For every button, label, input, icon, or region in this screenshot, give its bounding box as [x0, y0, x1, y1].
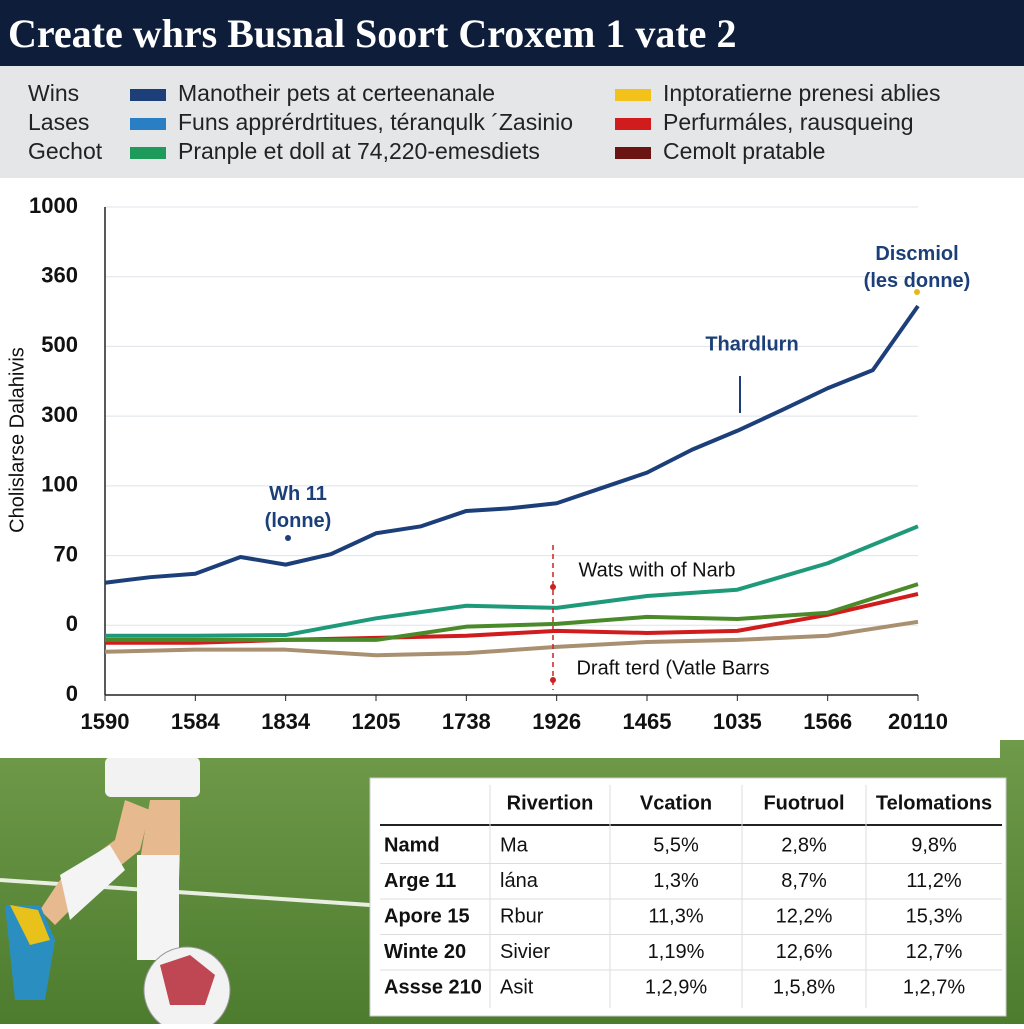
- table-header: Rivertion: [507, 792, 594, 814]
- y-tick-label: 100: [41, 472, 78, 497]
- x-tick-label: 1035: [713, 709, 762, 734]
- legend-label: Manotheir pets at certeenanale: [178, 80, 495, 106]
- chart: 0 0 70 100 300 500 360 1000 1590 1584 1834 1205 1738…: [6, 193, 970, 734]
- x-tick-label: 1465: [623, 709, 672, 734]
- table-cell: 11,3%: [648, 905, 703, 927]
- table-cell: 1,3%: [653, 870, 699, 892]
- table-cell: 1,2,7%: [903, 976, 965, 998]
- table-cell: 8,7%: [781, 870, 827, 892]
- series-line: [105, 524, 919, 638]
- table-row-label: Assse 210: [384, 976, 482, 998]
- legend-group: Gechot: [28, 138, 103, 164]
- player: [5, 757, 231, 1029]
- x-tick-label: 1590: [81, 709, 130, 734]
- table-cell: 5,5%: [653, 834, 699, 856]
- x-tick-label: 1566: [803, 709, 852, 734]
- y-tick-label: 500: [41, 332, 78, 357]
- legend-label: Funs apprérdrtitues, téranqulk ´Zasinio: [178, 109, 573, 135]
- x-tick-label: 1584: [171, 709, 221, 734]
- table-cell: 15,3%: [906, 905, 963, 927]
- table-cell: Asit: [500, 976, 534, 998]
- table: Rivertion Vcation Fuotruol Telomations Namd M…: [380, 785, 1002, 1008]
- annotation-marker: [285, 535, 291, 541]
- table-cell: Sivier: [500, 941, 550, 963]
- y-tick-label: 0: [66, 681, 78, 706]
- legend-label: Pranple et doll at 74,220-emesdiets: [178, 138, 540, 164]
- table-cell: lána: [500, 870, 539, 892]
- legend-label: Cemolt pratable: [663, 138, 825, 164]
- chart-panel: [0, 178, 1000, 758]
- x-tick-label: 20110: [888, 709, 948, 734]
- legend: Wins Lases Gechot Manotheir pets at certeen…: [28, 80, 940, 164]
- table-cell: 12,6%: [776, 941, 833, 963]
- table-cell: 1,19%: [648, 941, 705, 963]
- table-panel: [369, 777, 1007, 1017]
- y-tick-label: 360: [41, 263, 78, 288]
- y-tick-label: 0: [66, 611, 78, 636]
- table-row-label: Arge 11: [384, 870, 456, 892]
- legend-swatch: [615, 89, 651, 101]
- x-tick-label: 1834: [261, 709, 311, 734]
- series-line: [105, 582, 919, 642]
- legend-group: Lases: [28, 109, 89, 135]
- legend-label: Perfurmáles, rausqueing: [663, 109, 914, 135]
- table-cell: 1,2,9%: [645, 976, 707, 998]
- legend-swatch: [130, 147, 166, 159]
- table-cell: Ma: [500, 834, 529, 856]
- annotation: Draft terd (Vatle Barrs: [576, 657, 769, 679]
- annotation: Thardlurn: [705, 333, 798, 355]
- annotation-marker: [914, 289, 920, 295]
- legend-band: [0, 66, 1024, 178]
- legend-group: Wins: [28, 80, 79, 106]
- series-line: [104, 304, 920, 585]
- table-cell: Rbur: [500, 905, 544, 927]
- legend-swatch: [130, 89, 166, 101]
- legend-swatch: [615, 147, 651, 159]
- x-tick-label: 1205: [352, 709, 401, 734]
- table-header: Vcation: [640, 792, 712, 814]
- title-bar: [0, 0, 1024, 66]
- y-tick-label: 70: [54, 541, 78, 566]
- y-tick-label: 1000: [29, 193, 78, 218]
- annotation-marker: [550, 584, 556, 590]
- table-row-label: Winte 20: [384, 941, 466, 963]
- y-tick-label: 300: [41, 402, 78, 427]
- annotation: Wh 11 (lonne): [265, 483, 332, 532]
- legend-label: Inptoratierne prenesi ablies: [663, 80, 940, 106]
- table-cell: 11,2%: [906, 870, 961, 892]
- table-cell: 2,8%: [781, 834, 827, 856]
- table-cell: 1,5,8%: [773, 976, 835, 998]
- series-line: [104, 619, 919, 658]
- annotation: Discmiol (les donne): [864, 243, 971, 292]
- table-row-label: Namd: [384, 834, 440, 856]
- annotation: Wats with of Narb: [578, 559, 735, 581]
- page-title: Create whrs Busnal Soort Croxem 1 vate 2: [8, 11, 736, 56]
- y-axis-title: Cholislarse Dalahivis: [6, 347, 28, 533]
- table-header: Fuotruol: [763, 792, 844, 814]
- x-tick-label: 1738: [442, 709, 491, 734]
- table-cell: 12,2%: [776, 905, 833, 927]
- legend-swatch: [615, 118, 651, 130]
- annotation-marker: [550, 677, 556, 683]
- table-cell: 9,8%: [911, 834, 957, 856]
- table-row-label: Apore 15: [384, 905, 470, 927]
- legend-swatch: [130, 118, 166, 130]
- table-header: Telomations: [876, 792, 992, 814]
- table-cell: 12,7%: [906, 941, 963, 963]
- x-tick-label: 1926: [532, 709, 581, 734]
